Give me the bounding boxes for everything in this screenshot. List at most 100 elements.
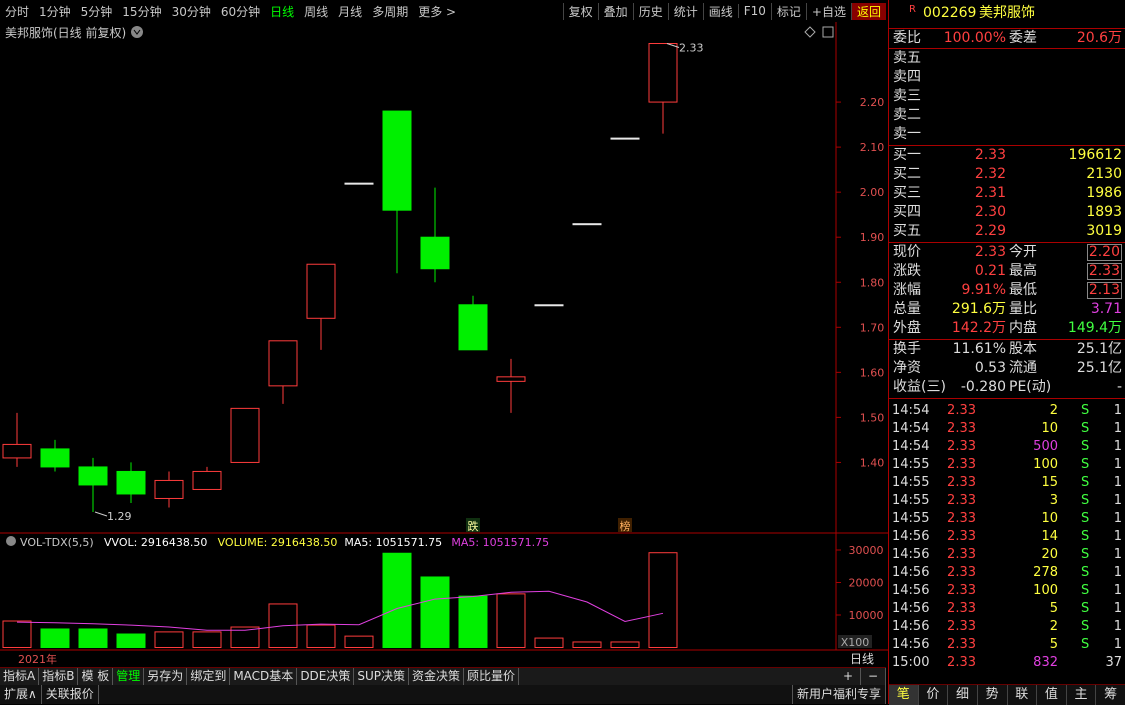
indicator-tab[interactable]: 资金决策	[409, 668, 465, 686]
period-tab[interactable]: 月线	[338, 4, 363, 19]
indicator-tab[interactable]: 指标A	[0, 668, 40, 686]
indicator-tab[interactable]: SUP决策	[354, 668, 410, 686]
value: 3.71	[1090, 301, 1122, 317]
period-tab[interactable]: 更多 >	[418, 4, 457, 19]
tool-button[interactable]: 历史	[632, 2, 668, 20]
volume: 500	[1033, 439, 1058, 454]
side: S	[1081, 529, 1090, 544]
y-tick-label: 20000	[849, 577, 884, 590]
tool-button[interactable]: 标记	[770, 2, 806, 20]
chart-area: 美邦服饰(日线 前复权) 1.40 1.50 1.60 1.70 1.80 1.90 2.00…	[0, 22, 888, 667]
volume: 20	[1041, 547, 1058, 562]
volume-bar	[344, 635, 374, 648]
count: 1	[1113, 601, 1122, 616]
candle-body	[610, 137, 640, 140]
candle-body	[40, 448, 70, 468]
tool-button[interactable]: 画线	[702, 2, 738, 20]
tool-button[interactable]: 叠加	[597, 2, 633, 20]
indicator-tab[interactable]: DDE决策	[297, 668, 355, 686]
volume-bar	[534, 637, 564, 649]
tool-button[interactable]: 复权	[562, 2, 598, 20]
price: 2.33	[947, 655, 976, 670]
trade-row: 14:56 2.33 14 S 1	[889, 527, 1125, 546]
zoom-button[interactable]: +	[836, 668, 861, 686]
value: 2.13	[1086, 282, 1122, 299]
time: 14:56	[892, 547, 930, 562]
label: 换手	[893, 341, 921, 357]
volume-bar	[420, 576, 450, 648]
period-tab[interactable]: 60分钟	[220, 4, 261, 19]
indicator-tab[interactable]: 另存为	[144, 668, 188, 686]
period-label: 日线	[850, 652, 874, 666]
price: 2.33	[947, 403, 976, 418]
count: 1	[1113, 583, 1122, 598]
label: 委比	[893, 30, 921, 46]
volume-bar	[78, 628, 108, 648]
trade-row: 14:54 2.33 2 S 1	[889, 401, 1125, 420]
period-tab[interactable]: 5分钟	[80, 4, 113, 19]
period-tab[interactable]: 1分钟	[39, 4, 71, 19]
promo-link[interactable]: 新用户福利专享	[791, 685, 886, 704]
value: 9.91%	[961, 282, 1006, 298]
panel-tab[interactable]: 筹	[1096, 685, 1125, 705]
side: S	[1081, 439, 1090, 454]
indicator-tab[interactable]: 顾比量价	[464, 668, 520, 686]
panel-tab[interactable]: 值	[1037, 685, 1067, 705]
indicator-tab[interactable]: 模 板	[78, 668, 114, 686]
panel-tab[interactable]: 势	[978, 685, 1008, 705]
value: 2.33	[1086, 263, 1122, 280]
candle-body	[534, 304, 564, 307]
spacer	[519, 668, 836, 686]
trade-row: 14:56 2.33 2 S 1	[889, 617, 1125, 636]
bottom-button[interactable]: 扩展∧	[0, 685, 42, 704]
panel-tab[interactable]: 价	[919, 685, 949, 705]
time: 14:56	[892, 619, 930, 634]
period-tab[interactable]: 分时	[5, 4, 30, 19]
zoom-button[interactable]: −	[861, 668, 886, 686]
quote-row: 现价 2.33 今开 2.20	[889, 243, 1125, 262]
side: S	[1081, 565, 1090, 580]
weibi-row: 委比 100.00% 委差 20.6万	[889, 29, 1125, 48]
time: 14:56	[892, 601, 930, 616]
tool-button[interactable]: 统计	[667, 2, 703, 20]
panel-tab[interactable]: 联	[1008, 685, 1038, 705]
indicator-tab[interactable]: 绑定到	[187, 668, 231, 686]
label: 最高	[1009, 263, 1037, 279]
y-tick-label: 1.50	[860, 411, 885, 424]
tool-button[interactable]: 返回	[850, 2, 886, 20]
volume: 5	[1049, 601, 1058, 616]
price: 2.30	[974, 204, 1006, 220]
volume: 100	[1033, 583, 1058, 598]
candle-body	[116, 470, 146, 495]
period-tab[interactable]: 15分钟	[122, 4, 162, 19]
tool-button[interactable]: F10	[737, 4, 771, 18]
indicator-tab[interactable]: 指标B	[39, 668, 79, 686]
panel-tab[interactable]: 细	[948, 685, 978, 705]
price: 2.31	[974, 185, 1006, 201]
volume: 3019	[1086, 223, 1122, 239]
side: S	[1081, 619, 1090, 634]
trade-row: 14:56 2.33 5 S 1	[889, 599, 1125, 618]
panel-tab[interactable]: 笔	[889, 685, 919, 705]
period-tab[interactable]: 日线	[270, 4, 295, 19]
price: 2.32	[974, 166, 1006, 182]
indicator-tab[interactable]: MACD基本	[230, 668, 298, 686]
time: 15:00	[892, 655, 930, 670]
period-tab[interactable]: 多周期	[372, 4, 409, 19]
y-tick-label: 1.40	[860, 456, 885, 469]
time: 14:54	[892, 403, 930, 418]
period-tab[interactable]: 30分钟	[171, 4, 211, 19]
label: 最低	[1009, 282, 1037, 298]
time: 14:56	[892, 565, 930, 580]
bottom-button[interactable]: 关联报价	[42, 685, 99, 704]
indicator-tab[interactable]: 管理	[113, 668, 145, 686]
count: 1	[1113, 511, 1122, 526]
side: S	[1081, 421, 1090, 436]
value: 142.2万	[951, 320, 1006, 336]
value: 0.21	[974, 263, 1006, 279]
period-tab[interactable]: 周线	[304, 4, 329, 19]
tool-button[interactable]: +自选	[805, 2, 851, 20]
panel-tab[interactable]: 主	[1067, 685, 1097, 705]
volume: 2	[1049, 403, 1058, 418]
